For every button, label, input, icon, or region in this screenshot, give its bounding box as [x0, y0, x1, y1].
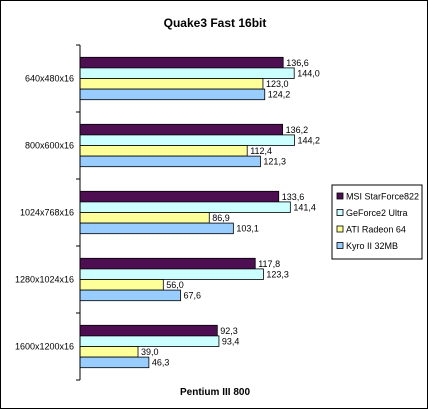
bar [79, 190, 280, 203]
data-label: 141,4 [293, 202, 316, 212]
legend-label: GeForce2 Ultra [346, 208, 408, 218]
category-label: 800x600x16 [25, 141, 74, 151]
bar [79, 123, 283, 136]
chart-title: Quake3 Fast 16bit [164, 16, 267, 30]
category-label: 1024x768x16 [20, 208, 74, 218]
bar [79, 335, 220, 347]
data-label: 117,8 [258, 259, 280, 269]
data-label: 67,6 [184, 291, 202, 301]
bar [79, 212, 210, 224]
x-axis-title: Pentium III 800 [180, 387, 250, 398]
data-label: 86,9 [212, 213, 230, 223]
data-label: 144,0 [297, 68, 320, 78]
legend-label: Kyro II 32MB [346, 241, 398, 251]
bar [79, 279, 164, 291]
bar [79, 145, 248, 157]
data-label: 46,3 [152, 358, 170, 368]
bar [79, 134, 295, 146]
bar [79, 67, 295, 79]
data-label: 92,3 [220, 326, 238, 336]
data-label: 133,6 [282, 192, 305, 202]
bar [79, 222, 234, 235]
category-label: 1600x1200x16 [15, 342, 74, 352]
legend-box [331, 184, 423, 260]
category-label: 640x480x16 [25, 74, 74, 84]
bar [79, 324, 218, 337]
data-label: 136,6 [286, 58, 309, 68]
legend-swatch [336, 192, 344, 200]
data-label: 56,0 [166, 280, 184, 290]
legend-label: MSI StarForce822 [346, 192, 419, 202]
bar [79, 346, 139, 358]
bar [79, 155, 261, 168]
data-label: 121,3 [263, 157, 286, 167]
legend-swatch [336, 242, 344, 249]
bar [79, 78, 264, 90]
bar [79, 356, 150, 369]
bar [79, 56, 284, 69]
bar [79, 257, 256, 270]
data-label: 123,3 [266, 269, 289, 279]
data-label: 144,2 [297, 135, 320, 145]
legend-swatch [336, 225, 344, 233]
data-label: 112,4 [250, 146, 272, 156]
data-label: 103,1 [236, 224, 259, 234]
data-label: 39,0 [141, 347, 159, 357]
data-label: 123,0 [266, 79, 289, 89]
legend-swatch [336, 209, 344, 216]
category-label: 1280x1024x16 [15, 275, 74, 285]
legend-label: ATI Radeon 64 [346, 225, 406, 235]
bar [79, 268, 264, 280]
data-label: 93,4 [222, 336, 240, 346]
bar [79, 201, 291, 213]
data-label: 136,2 [286, 125, 309, 135]
bar [79, 289, 181, 302]
data-label: 124,2 [268, 90, 291, 100]
legend: MSI StarForce822 GeForce2 Ultra ATI Radeon… [331, 184, 423, 260]
bar [79, 88, 266, 101]
